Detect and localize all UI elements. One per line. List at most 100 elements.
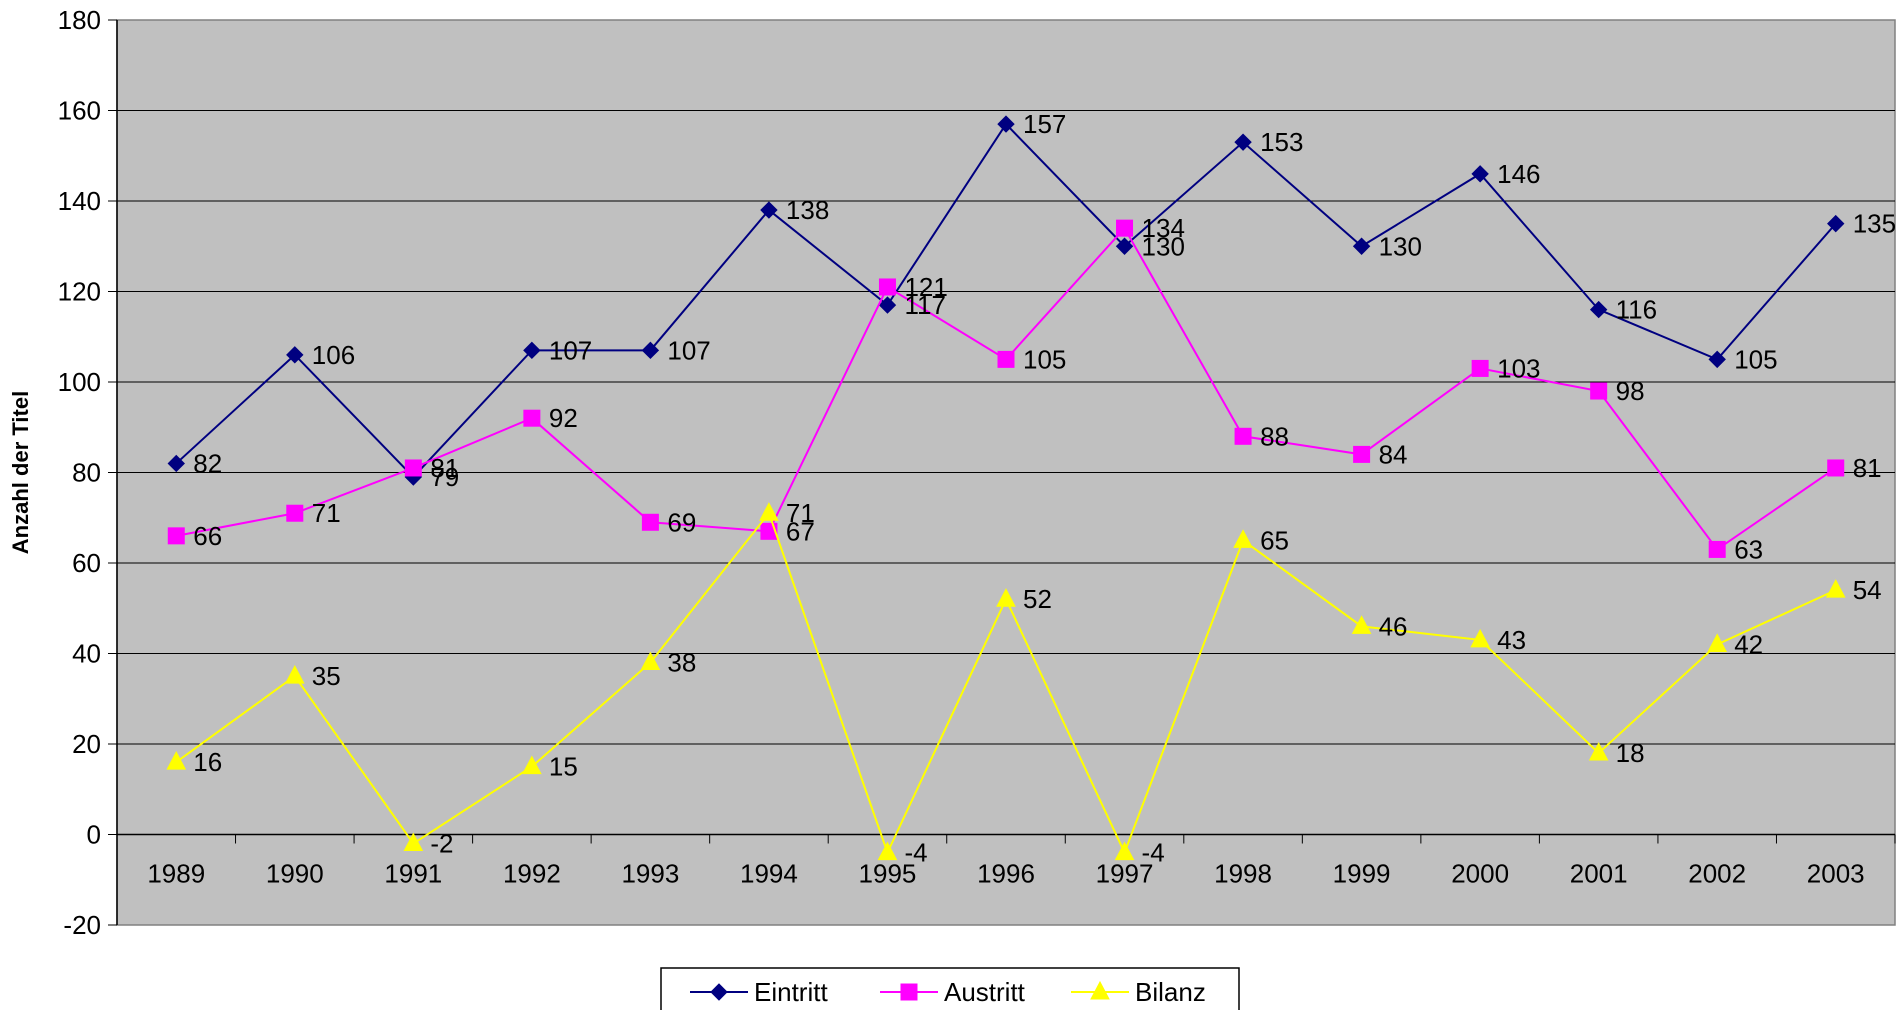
data-point-bilanz xyxy=(1588,741,1609,761)
data-label-eintritt: 107 xyxy=(549,335,592,365)
data-point-eintritt xyxy=(1352,237,1371,255)
data-point-eintritt xyxy=(1234,133,1252,151)
x-tick-label: 1997 xyxy=(1096,859,1154,889)
legend-label: Austritt xyxy=(944,977,1026,1007)
data-point-austritt xyxy=(1590,382,1608,400)
data-point-austritt xyxy=(997,350,1015,368)
data-point-bilanz xyxy=(1233,529,1253,548)
data-point-bilanz xyxy=(284,665,305,684)
x-tick-label: 2001 xyxy=(1570,859,1628,889)
data-point-bilanz xyxy=(996,588,1016,607)
data-label-eintritt: 82 xyxy=(193,448,222,478)
data-point-bilanz xyxy=(403,832,424,852)
data-label-eintritt: 107 xyxy=(667,335,710,365)
series-austritt xyxy=(167,219,1845,558)
data-label-austritt: 84 xyxy=(1379,439,1408,469)
data-label-bilanz: 52 xyxy=(1023,584,1052,614)
data-label-bilanz: 42 xyxy=(1734,629,1763,659)
data-label-bilanz: 65 xyxy=(1260,525,1289,555)
data-point-bilanz xyxy=(640,651,661,671)
data-label-austritt: 121 xyxy=(904,272,947,302)
legend-item-bilanz: Bilanz xyxy=(1071,977,1206,1007)
x-tick-label: 1989 xyxy=(147,859,205,889)
data-point-austritt xyxy=(1471,359,1489,377)
data-point-austritt xyxy=(1353,445,1371,463)
data-label-bilanz: 54 xyxy=(1853,575,1882,605)
legend-marker xyxy=(900,983,918,1001)
data-label-eintritt: 146 xyxy=(1497,159,1540,189)
data-point-austritt xyxy=(286,504,304,522)
x-tick-label: 1991 xyxy=(384,859,442,889)
y-tick-label: 0 xyxy=(87,820,101,850)
data-point-bilanz xyxy=(1825,579,1846,598)
data-point-eintritt xyxy=(1115,237,1134,255)
data-point-austritt xyxy=(523,409,541,427)
data-point-bilanz xyxy=(1470,628,1490,648)
data-label-austritt: 81 xyxy=(430,453,459,483)
data-point-bilanz xyxy=(522,755,542,775)
data-label-austritt: 105 xyxy=(1023,344,1066,374)
series xyxy=(166,115,1846,861)
data-label-austritt: 92 xyxy=(549,403,578,433)
data-point-bilanz xyxy=(1707,633,1728,652)
data-point-eintritt xyxy=(1708,350,1726,369)
x-tick-label: 1990 xyxy=(266,859,324,889)
x-tick-label: 2002 xyxy=(1688,859,1746,889)
data-label-eintritt: 79 xyxy=(430,462,459,492)
x-tick-label: 1993 xyxy=(621,859,679,889)
y-tick-label: 120 xyxy=(58,277,101,307)
data-label-bilanz: -4 xyxy=(1142,838,1165,868)
data-point-austritt xyxy=(1116,219,1134,237)
data-label-eintritt: 135 xyxy=(1853,209,1896,239)
data-label-austritt: 134 xyxy=(1142,213,1185,243)
data-label-austritt: 103 xyxy=(1497,353,1540,383)
data-point-bilanz xyxy=(877,841,898,861)
data-label-eintritt: 116 xyxy=(1616,295,1657,325)
data-label-bilanz: 18 xyxy=(1616,738,1645,768)
data-label-bilanz: 46 xyxy=(1379,611,1408,641)
y-tick-labels: -20 0 20 40 60 80 100 120 140 160 180 xyxy=(58,5,101,940)
y-tick-label: 80 xyxy=(72,458,101,488)
data-label-austritt: 81 xyxy=(1853,453,1882,483)
data-point-eintritt xyxy=(1827,214,1845,233)
data-label-austritt: 69 xyxy=(667,507,696,537)
y-tick-label: 180 xyxy=(58,5,101,35)
legend-item-austritt: Austritt xyxy=(880,977,1026,1007)
legend-item-eintritt: Eintritt xyxy=(690,977,828,1007)
data-label-bilanz: 43 xyxy=(1497,625,1526,655)
data-label-bilanz: 16 xyxy=(193,747,222,777)
data-label-eintritt: 117 xyxy=(904,290,945,320)
y-tick-label: 60 xyxy=(72,548,101,578)
x-tick-label: 1992 xyxy=(503,859,561,889)
data-label-eintritt: 138 xyxy=(786,195,829,225)
x-tick-label: 1996 xyxy=(977,859,1035,889)
x-tick-label: 2000 xyxy=(1451,859,1509,889)
data-point-bilanz xyxy=(759,502,779,521)
data-point-bilanz xyxy=(1351,615,1372,634)
data-point-austritt xyxy=(167,527,185,545)
data-point-austritt xyxy=(641,513,659,531)
data-point-eintritt xyxy=(167,454,185,473)
data-label-eintritt: 130 xyxy=(1379,231,1422,261)
data-label-eintritt: 106 xyxy=(312,340,355,370)
data-label-austritt: 98 xyxy=(1616,376,1645,406)
data-point-austritt xyxy=(1827,459,1845,477)
series-bilanz xyxy=(166,502,1846,861)
data-label-austritt: 66 xyxy=(193,521,222,551)
data-point-eintritt xyxy=(1589,300,1608,319)
legend-marker xyxy=(1090,980,1110,1000)
data-label-bilanz: -4 xyxy=(904,838,927,868)
data-label-austritt: 67 xyxy=(786,516,815,546)
data-label-austritt: 88 xyxy=(1260,421,1289,451)
data-point-eintritt xyxy=(641,341,660,360)
data-point-eintritt xyxy=(878,296,897,314)
data-label-bilanz: 15 xyxy=(549,752,578,782)
data-label-bilanz: 71 xyxy=(786,498,815,528)
y-tick-label: 160 xyxy=(58,96,101,126)
legend-box xyxy=(660,967,1240,1010)
legend-label: Bilanz xyxy=(1135,977,1206,1007)
data-point-eintritt xyxy=(997,115,1015,133)
y-tick-label: 140 xyxy=(58,186,101,216)
data-label-eintritt: 105 xyxy=(1734,344,1777,374)
